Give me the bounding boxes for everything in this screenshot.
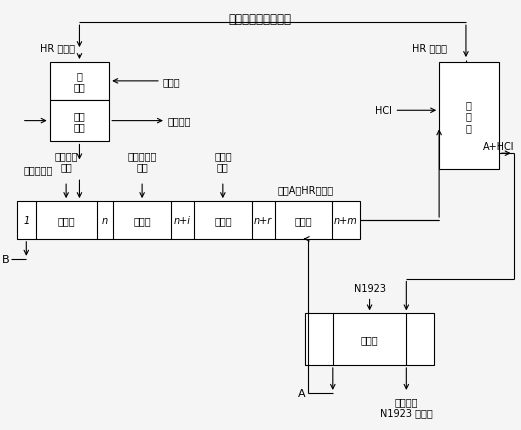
Text: 轻稀土矿
料液: 轻稀土矿 料液 xyxy=(54,150,78,172)
Text: 洗涤段: 洗涤段 xyxy=(295,215,313,225)
Text: HR 有机相: HR 有机相 xyxy=(40,43,75,53)
Text: A: A xyxy=(299,388,306,398)
Text: 反
萃
段: 反 萃 段 xyxy=(466,100,472,133)
Text: 皂化废水: 皂化废水 xyxy=(168,117,191,126)
Text: 萃取段: 萃取段 xyxy=(57,215,75,225)
Text: 负载A的HR有机相: 负载A的HR有机相 xyxy=(278,185,333,195)
Text: 酸性膦萃取剂有机相: 酸性膦萃取剂有机相 xyxy=(229,13,292,26)
Text: 洗萃段: 洗萃段 xyxy=(214,215,232,225)
Text: HR 有机相: HR 有机相 xyxy=(412,43,448,53)
Text: 萃洗段: 萃洗段 xyxy=(133,215,151,225)
Text: 负载酸的
N1923 有机相: 负载酸的 N1923 有机相 xyxy=(380,396,433,418)
Text: B: B xyxy=(2,254,9,264)
Text: HCl: HCl xyxy=(375,106,391,116)
Text: 高钇矿
料液: 高钇矿 料液 xyxy=(214,150,232,172)
Text: 碱
皂化: 碱 皂化 xyxy=(73,71,85,92)
Text: 无机碱: 无机碱 xyxy=(163,77,181,87)
Text: 稀土
皂化: 稀土 皂化 xyxy=(73,111,85,132)
Text: 萃酸段: 萃酸段 xyxy=(361,335,378,344)
Text: n+r: n+r xyxy=(254,215,272,225)
Bar xyxy=(49,101,109,142)
Text: 中钇富铕矿
料液: 中钇富铕矿 料液 xyxy=(128,150,157,172)
Text: N1923: N1923 xyxy=(354,284,386,294)
Bar xyxy=(439,63,499,170)
Bar xyxy=(49,63,109,101)
Bar xyxy=(305,313,434,365)
Text: n+i: n+i xyxy=(174,215,191,225)
Text: 1: 1 xyxy=(23,215,29,225)
Text: n: n xyxy=(102,215,108,225)
Text: 皂化有机相: 皂化有机相 xyxy=(24,165,53,175)
Bar xyxy=(17,202,359,239)
Text: n+m: n+m xyxy=(334,215,358,225)
Text: A+HCl: A+HCl xyxy=(483,142,515,152)
